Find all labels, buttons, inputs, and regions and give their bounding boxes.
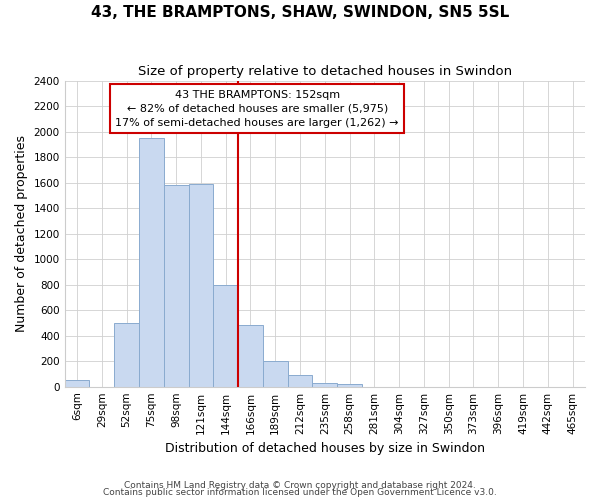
Bar: [139, 138, 164, 386]
Bar: [214, 284, 238, 386]
Text: 43 THE BRAMPTONS: 152sqm
← 82% of detached houses are smaller (5,975)
17% of sem: 43 THE BRAMPTONS: 152sqm ← 82% of detach…: [115, 90, 399, 128]
X-axis label: Distribution of detached houses by size in Swindon: Distribution of detached houses by size …: [165, 442, 485, 455]
Y-axis label: Number of detached properties: Number of detached properties: [15, 135, 28, 332]
Text: 43, THE BRAMPTONS, SHAW, SWINDON, SN5 5SL: 43, THE BRAMPTONS, SHAW, SWINDON, SN5 5S…: [91, 5, 509, 20]
Bar: [188, 184, 214, 386]
Bar: [164, 185, 188, 386]
Bar: [313, 383, 337, 386]
Text: Contains public sector information licensed under the Open Government Licence v3: Contains public sector information licen…: [103, 488, 497, 497]
Bar: [65, 380, 89, 386]
Bar: [114, 323, 139, 386]
Text: Contains HM Land Registry data © Crown copyright and database right 2024.: Contains HM Land Registry data © Crown c…: [124, 480, 476, 490]
Bar: [263, 361, 287, 386]
Bar: [337, 384, 362, 386]
Bar: [287, 375, 313, 386]
Title: Size of property relative to detached houses in Swindon: Size of property relative to detached ho…: [138, 65, 512, 78]
Bar: [238, 326, 263, 386]
